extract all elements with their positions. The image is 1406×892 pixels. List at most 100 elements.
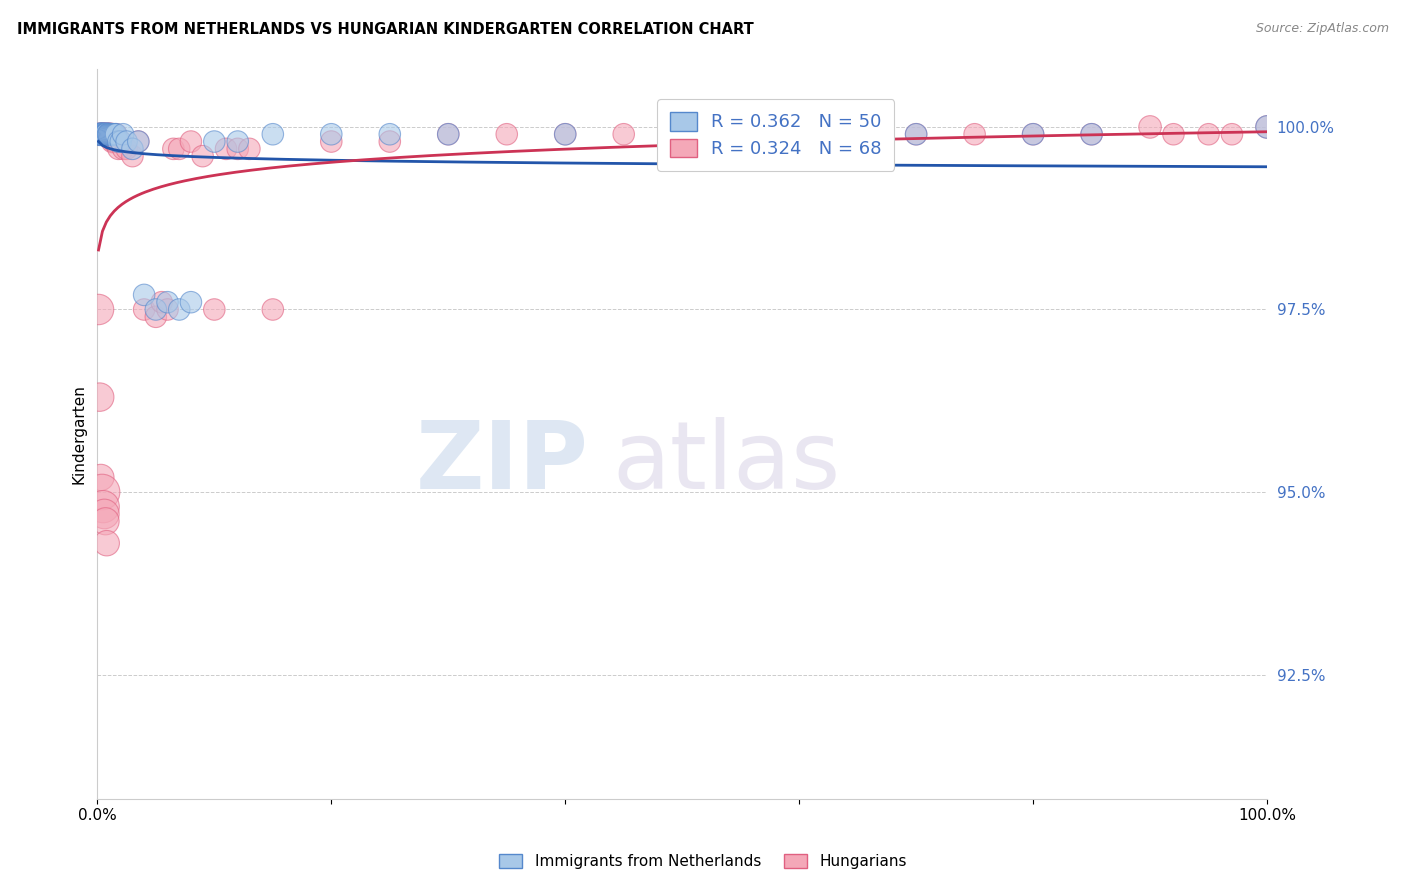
Point <box>115 142 138 156</box>
Point <box>905 127 928 141</box>
Point <box>162 142 184 156</box>
Point <box>110 135 132 149</box>
Point <box>98 127 121 141</box>
Point <box>91 127 114 141</box>
Y-axis label: Kindergarten: Kindergarten <box>72 384 86 483</box>
Point <box>1198 127 1220 141</box>
Point <box>94 127 117 141</box>
Point <box>127 135 149 149</box>
Point <box>93 127 115 141</box>
Point <box>89 127 111 141</box>
Point <box>1080 127 1102 141</box>
Point <box>96 127 118 141</box>
Point <box>100 127 122 141</box>
Point <box>98 127 121 141</box>
Point <box>167 142 190 156</box>
Point <box>846 127 869 141</box>
Point <box>87 127 110 141</box>
Point <box>262 127 284 141</box>
Point <box>105 127 128 141</box>
Point <box>101 135 124 149</box>
Point <box>167 302 190 317</box>
Point <box>94 127 117 141</box>
Point <box>89 127 111 141</box>
Point <box>437 127 460 141</box>
Point <box>98 127 121 141</box>
Point <box>91 127 114 141</box>
Point <box>97 127 120 141</box>
Point <box>91 500 114 514</box>
Point <box>104 135 127 149</box>
Point <box>202 302 225 317</box>
Point <box>103 135 125 149</box>
Point <box>93 127 115 141</box>
Point <box>134 288 156 302</box>
Point <box>180 295 202 310</box>
Point <box>115 135 138 149</box>
Point <box>321 127 343 141</box>
Point <box>1022 127 1045 141</box>
Point <box>127 135 149 149</box>
Point <box>105 127 128 141</box>
Point <box>226 142 249 156</box>
Point <box>1163 127 1185 141</box>
Point <box>90 127 112 141</box>
Point <box>787 127 810 141</box>
Point <box>90 127 112 141</box>
Point <box>262 302 284 317</box>
Point <box>100 127 122 141</box>
Point <box>134 302 156 317</box>
Point <box>1256 120 1278 134</box>
Point <box>226 135 249 149</box>
Point <box>90 470 112 484</box>
Point <box>93 127 115 141</box>
Point <box>1220 127 1243 141</box>
Point <box>112 142 135 156</box>
Point <box>91 127 114 141</box>
Point <box>98 127 121 141</box>
Point <box>191 149 214 163</box>
Point <box>238 142 260 156</box>
Point <box>110 135 132 149</box>
Point <box>554 127 576 141</box>
Point <box>90 127 112 141</box>
Point <box>93 127 115 141</box>
Point <box>215 142 238 156</box>
Point <box>145 310 167 324</box>
Point <box>89 127 111 141</box>
Point <box>98 127 121 141</box>
Point <box>1139 120 1161 134</box>
Point <box>437 127 460 141</box>
Point <box>97 127 120 141</box>
Point <box>180 135 202 149</box>
Legend: R = 0.362   N = 50, R = 0.324   N = 68: R = 0.362 N = 50, R = 0.324 N = 68 <box>657 99 894 170</box>
Point <box>91 127 114 141</box>
Point <box>905 127 928 141</box>
Point <box>90 127 112 141</box>
Point <box>1256 120 1278 134</box>
Point <box>613 127 636 141</box>
Point <box>671 127 693 141</box>
Point <box>93 507 115 521</box>
Point <box>91 127 114 141</box>
Point <box>730 127 752 141</box>
Point <box>150 295 173 310</box>
Point <box>378 127 401 141</box>
Point <box>94 127 117 141</box>
Text: ZIP: ZIP <box>416 417 589 508</box>
Point <box>91 127 114 141</box>
Point <box>89 127 111 141</box>
Point <box>96 127 118 141</box>
Point <box>91 127 114 141</box>
Point <box>787 127 810 141</box>
Point <box>495 127 517 141</box>
Point <box>202 135 225 149</box>
Point <box>107 135 129 149</box>
Point <box>121 149 143 163</box>
Point <box>91 485 114 500</box>
Point <box>321 135 343 149</box>
Point <box>554 127 576 141</box>
Point <box>1080 127 1102 141</box>
Point <box>87 302 110 317</box>
Point <box>378 135 401 149</box>
